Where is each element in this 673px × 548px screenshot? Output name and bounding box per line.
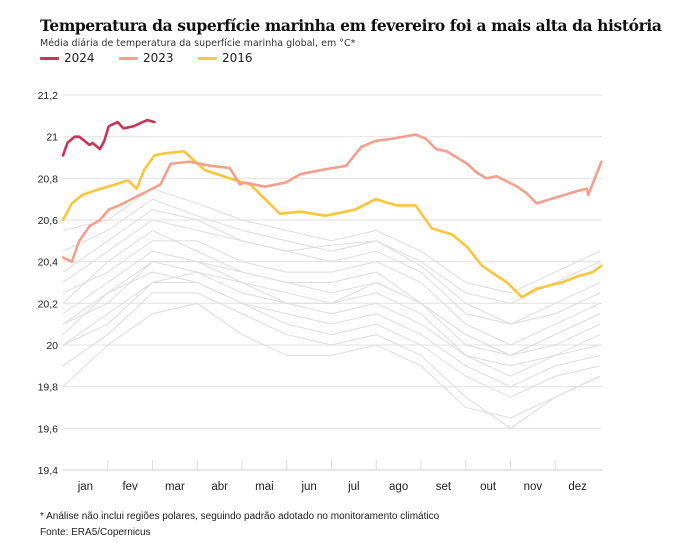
y-tick-label: 20,2 [38,298,59,310]
background-year-line [62,188,601,294]
y-tick-label: 20,8 [38,173,59,185]
background-year-line [62,229,601,356]
y-tick-label: 21,2 [38,90,59,102]
legend-item-2016: 2016 [198,51,277,65]
x-tick-label: dez [568,481,587,493]
y-tick-label: 20 [46,340,58,352]
background-year-line [62,271,601,367]
y-tick-label: 20,4 [38,257,59,269]
background-year-line [62,302,601,419]
background-year-line [62,240,601,346]
y-tick-label: 19,6 [38,423,59,435]
x-tick-label: jul [347,481,360,493]
x-tick-label: fev [122,481,138,493]
y-tick-label: 20,6 [38,215,59,227]
legend-item-2024: 2024 [40,51,119,65]
background-year-line [62,271,601,398]
series-line-2016 [61,149,603,299]
background-year-line [62,292,601,429]
background-year-line [62,198,601,304]
x-tick-label: out [480,481,497,493]
y-tick-label: 21 [46,132,58,144]
x-tick-label: jun [300,481,316,493]
legend: 2024 2023 2016 [40,51,277,65]
background-year-line [62,261,601,377]
chart-title: Temperatura da superfície marinha em fev… [40,16,662,35]
x-tick-label: mar [165,481,185,493]
source: Fonte: ERA5/Copernicus [40,527,151,538]
x-tick-label: ago [389,481,408,493]
legend-swatch [40,56,59,60]
x-tick-label: set [436,481,452,493]
background-year-line [62,261,601,356]
x-tick-label: jan [77,481,93,493]
legend-swatch [119,56,138,60]
series-line-2024 [61,118,156,157]
x-tick-label: abr [211,481,228,493]
y-tick-label: 19,8 [38,382,59,394]
legend-label: 2016 [222,51,253,65]
footnote: * Análise não inclui regiões polares, se… [40,511,440,522]
legend-label: 2023 [143,51,174,65]
series-line-2023 [61,133,603,263]
x-tick-label: nov [524,481,543,493]
legend-item-2023: 2023 [119,51,198,65]
legend-swatch [198,56,217,60]
legend-label: 2024 [64,51,95,65]
chart-subtitle: Média diária de temperatura da superfíci… [40,38,356,49]
x-tick-label: mai [255,481,274,493]
y-tick-label: 19,4 [38,465,59,477]
background-year-line [62,209,601,325]
